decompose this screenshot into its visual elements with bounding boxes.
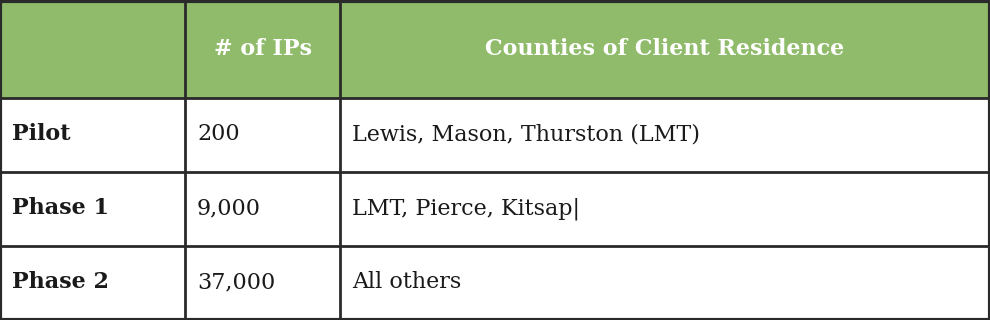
Bar (0, 172, 185, 245)
Text: Lewis, Mason, Thurston (LMT): Lewis, Mason, Thurston (LMT) (352, 124, 700, 146)
Text: Counties of Client Residence: Counties of Client Residence (485, 38, 844, 60)
Bar (340, 1, 990, 98)
Bar (185, 245, 340, 319)
Bar (185, 172, 340, 245)
Bar (340, 172, 990, 245)
Text: LMT, Pierce, Kitsap|: LMT, Pierce, Kitsap| (352, 197, 580, 220)
Text: # of IPs: # of IPs (214, 38, 312, 60)
Text: 9,000: 9,000 (197, 197, 261, 220)
Text: 200: 200 (197, 124, 240, 146)
Bar (0, 98, 185, 172)
Text: Phase 2: Phase 2 (12, 271, 109, 293)
Text: 37,000: 37,000 (197, 271, 275, 293)
Bar (340, 98, 990, 172)
Bar (0, 245, 185, 319)
Bar (0, 1, 185, 98)
Bar (340, 245, 990, 319)
Text: Phase 1: Phase 1 (12, 197, 109, 220)
Text: Pilot: Pilot (12, 124, 70, 146)
Bar (185, 98, 340, 172)
Text: All others: All others (352, 271, 461, 293)
Bar (185, 1, 340, 98)
